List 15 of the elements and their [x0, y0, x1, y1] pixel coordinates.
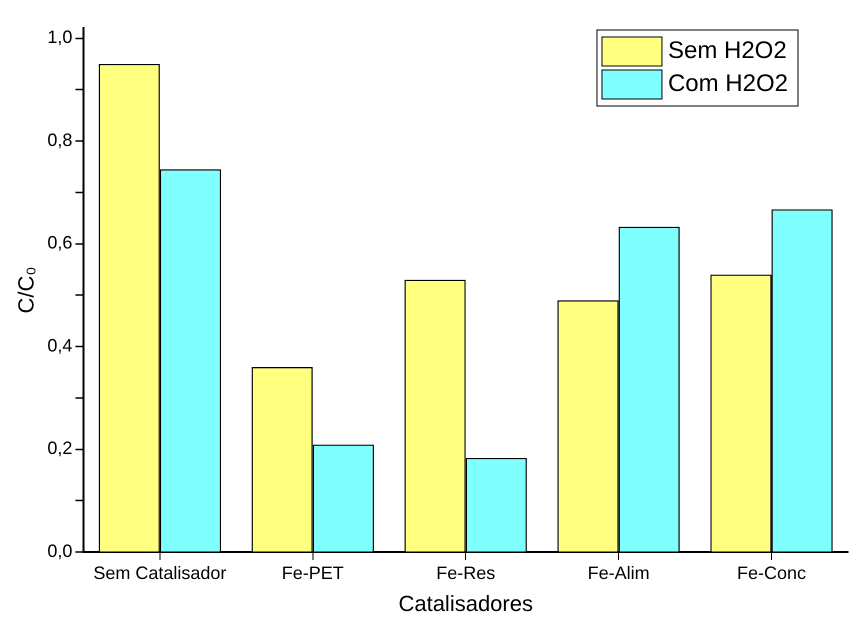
x-tick-label: Fe-PET: [282, 562, 344, 583]
x-tick-label: Fe-Conc: [737, 562, 806, 583]
y-axis-title: C/C₀: [13, 266, 38, 314]
x-axis-title: Catalisadores: [398, 590, 533, 616]
y-tick-label: 0,4: [47, 335, 72, 356]
legend-label: Com H2O2: [668, 70, 788, 98]
y-tick-label: 1,0: [47, 27, 72, 48]
x-tick-label: Fe-Alim: [588, 562, 650, 583]
y-tick-label: 0,8: [47, 130, 72, 150]
y-tick-label: 0,6: [47, 232, 72, 253]
x-tick-label: Fe-Res: [436, 562, 496, 583]
legend-label: Sem H2O2: [668, 37, 787, 64]
x-tick-label: Sem Catalisador: [93, 562, 226, 583]
y-tick-label: 0,0: [47, 540, 72, 561]
y-tick-label: 0,2: [47, 438, 72, 458]
